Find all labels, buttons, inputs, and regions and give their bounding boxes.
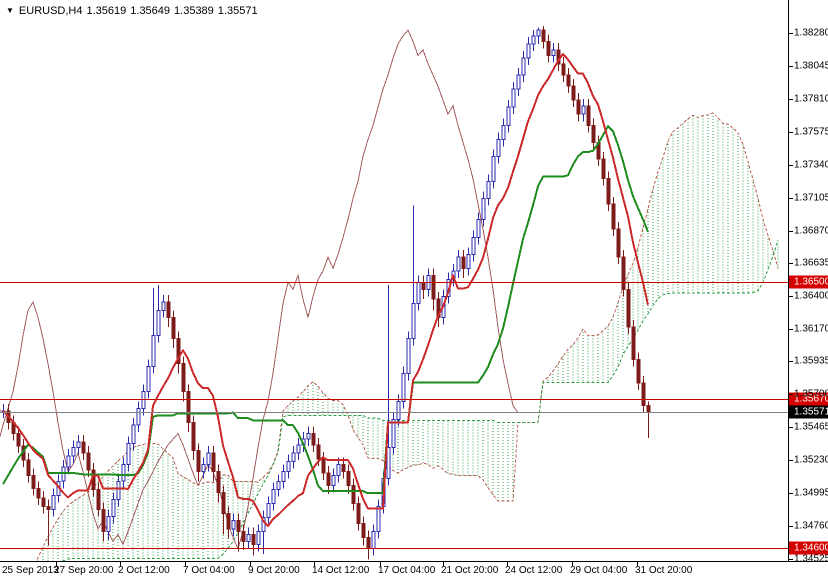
time-tick-label: 27 Sep 20:00 [54,565,114,576]
price-tick-label: 1.35465 [794,421,828,433]
time-tick-label: 31 Oct 20:00 [635,565,693,576]
chart-canvas[interactable] [0,0,788,561]
price-tick-label: 1.38280 [794,27,828,39]
price-tick-label: 1.35700 [794,388,828,400]
time-axis[interactable]: 25 Sep 2013 27 Sep 20:00 2 Oct 12:00 7 Oct … [0,561,828,578]
price-tick-label: 1.37105 [794,192,828,204]
time-tick-label: 25 Sep 2013 [2,565,59,576]
price-axis[interactable]: 1.36500 1.35670 1.35571 1.34600 1.38280 1… [788,0,828,565]
time-tick-mark [250,562,251,566]
time-tick-mark [637,562,638,566]
price-tick-mark [789,296,793,297]
time-tick-mark [56,562,57,566]
time-tick-mark [380,562,381,566]
price-tick-label: 1.37575 [794,126,828,138]
time-tick-label: 9 Oct 20:00 [248,565,300,576]
price-level-badge-support: 1.34600 [789,541,828,555]
price-tick-label: 1.34525 [794,553,828,565]
price-tick-mark [789,460,793,461]
time-tick-mark [314,562,315,566]
time-tick-label: 24 Oct 12:00 [505,565,563,576]
price-tick-label: 1.35230 [794,454,828,466]
ohlc-low: 1.35389 [174,5,214,17]
price-tick-mark [789,198,793,199]
time-tick-mark [507,562,508,566]
price-level-badge-mid: 1.35670 [789,392,828,406]
price-tick-mark [789,526,793,527]
price-tick-label: 1.36870 [794,225,828,236]
ohlc-close: 1.35571 [217,5,258,17]
price-tick-mark [789,231,793,232]
time-tick-label: 29 Oct 04:00 [570,565,628,576]
price-tick-label: 1.35935 [794,355,828,367]
price-tick-mark [789,33,793,34]
current-price-badge: 1.35571 [789,405,828,419]
time-tick-label: 7 Oct 04:00 [183,565,235,576]
ohlc-open: 1.35619 [86,5,127,17]
ohlc-high: 1.35649 [130,5,171,17]
time-tick-mark [185,562,186,566]
triangle-marker-icon: ▼ [6,6,14,15]
time-tick-label: 21 Oct 20:00 [441,565,499,576]
chart-title-bar: ▼ EURUSD,H4 1.35619 1.35649 1.35389 1.35571 [6,5,262,17]
price-level-badge-resistance: 1.36500 [789,275,828,289]
price-tick-label: 1.37810 [794,93,828,105]
time-tick-mark [572,562,573,566]
time-tick-mark [120,562,121,566]
price-tick-mark [789,493,793,494]
price-tick-mark [789,263,793,264]
price-tick-mark [789,132,793,133]
price-tick-label: 1.36400 [794,290,828,302]
time-tick-label: 14 Oct 12:00 [312,565,370,576]
time-tick-label: 2 Oct 12:00 [118,565,170,576]
symbol-period-label: EURUSD,H4 [18,5,83,17]
price-tick-mark [789,329,793,330]
price-tick-mark [789,427,793,428]
price-tick-mark [789,165,793,166]
price-tick-label: 1.36170 [794,323,828,335]
price-tick-mark [789,559,793,560]
price-tick-mark [789,99,793,100]
price-tick-label: 1.34995 [794,487,828,499]
time-tick-mark [443,562,444,566]
price-tick-label: 1.34760 [794,520,828,532]
price-tick-mark [789,394,793,395]
price-tick-mark [789,66,793,67]
price-tick-label: 1.36635 [794,257,828,269]
price-tick-mark [789,361,793,362]
price-tick-label: 1.38045 [794,60,828,72]
time-tick-label: 17 Oct 04:00 [378,565,436,576]
price-tick-label: 1.37340 [794,159,828,171]
